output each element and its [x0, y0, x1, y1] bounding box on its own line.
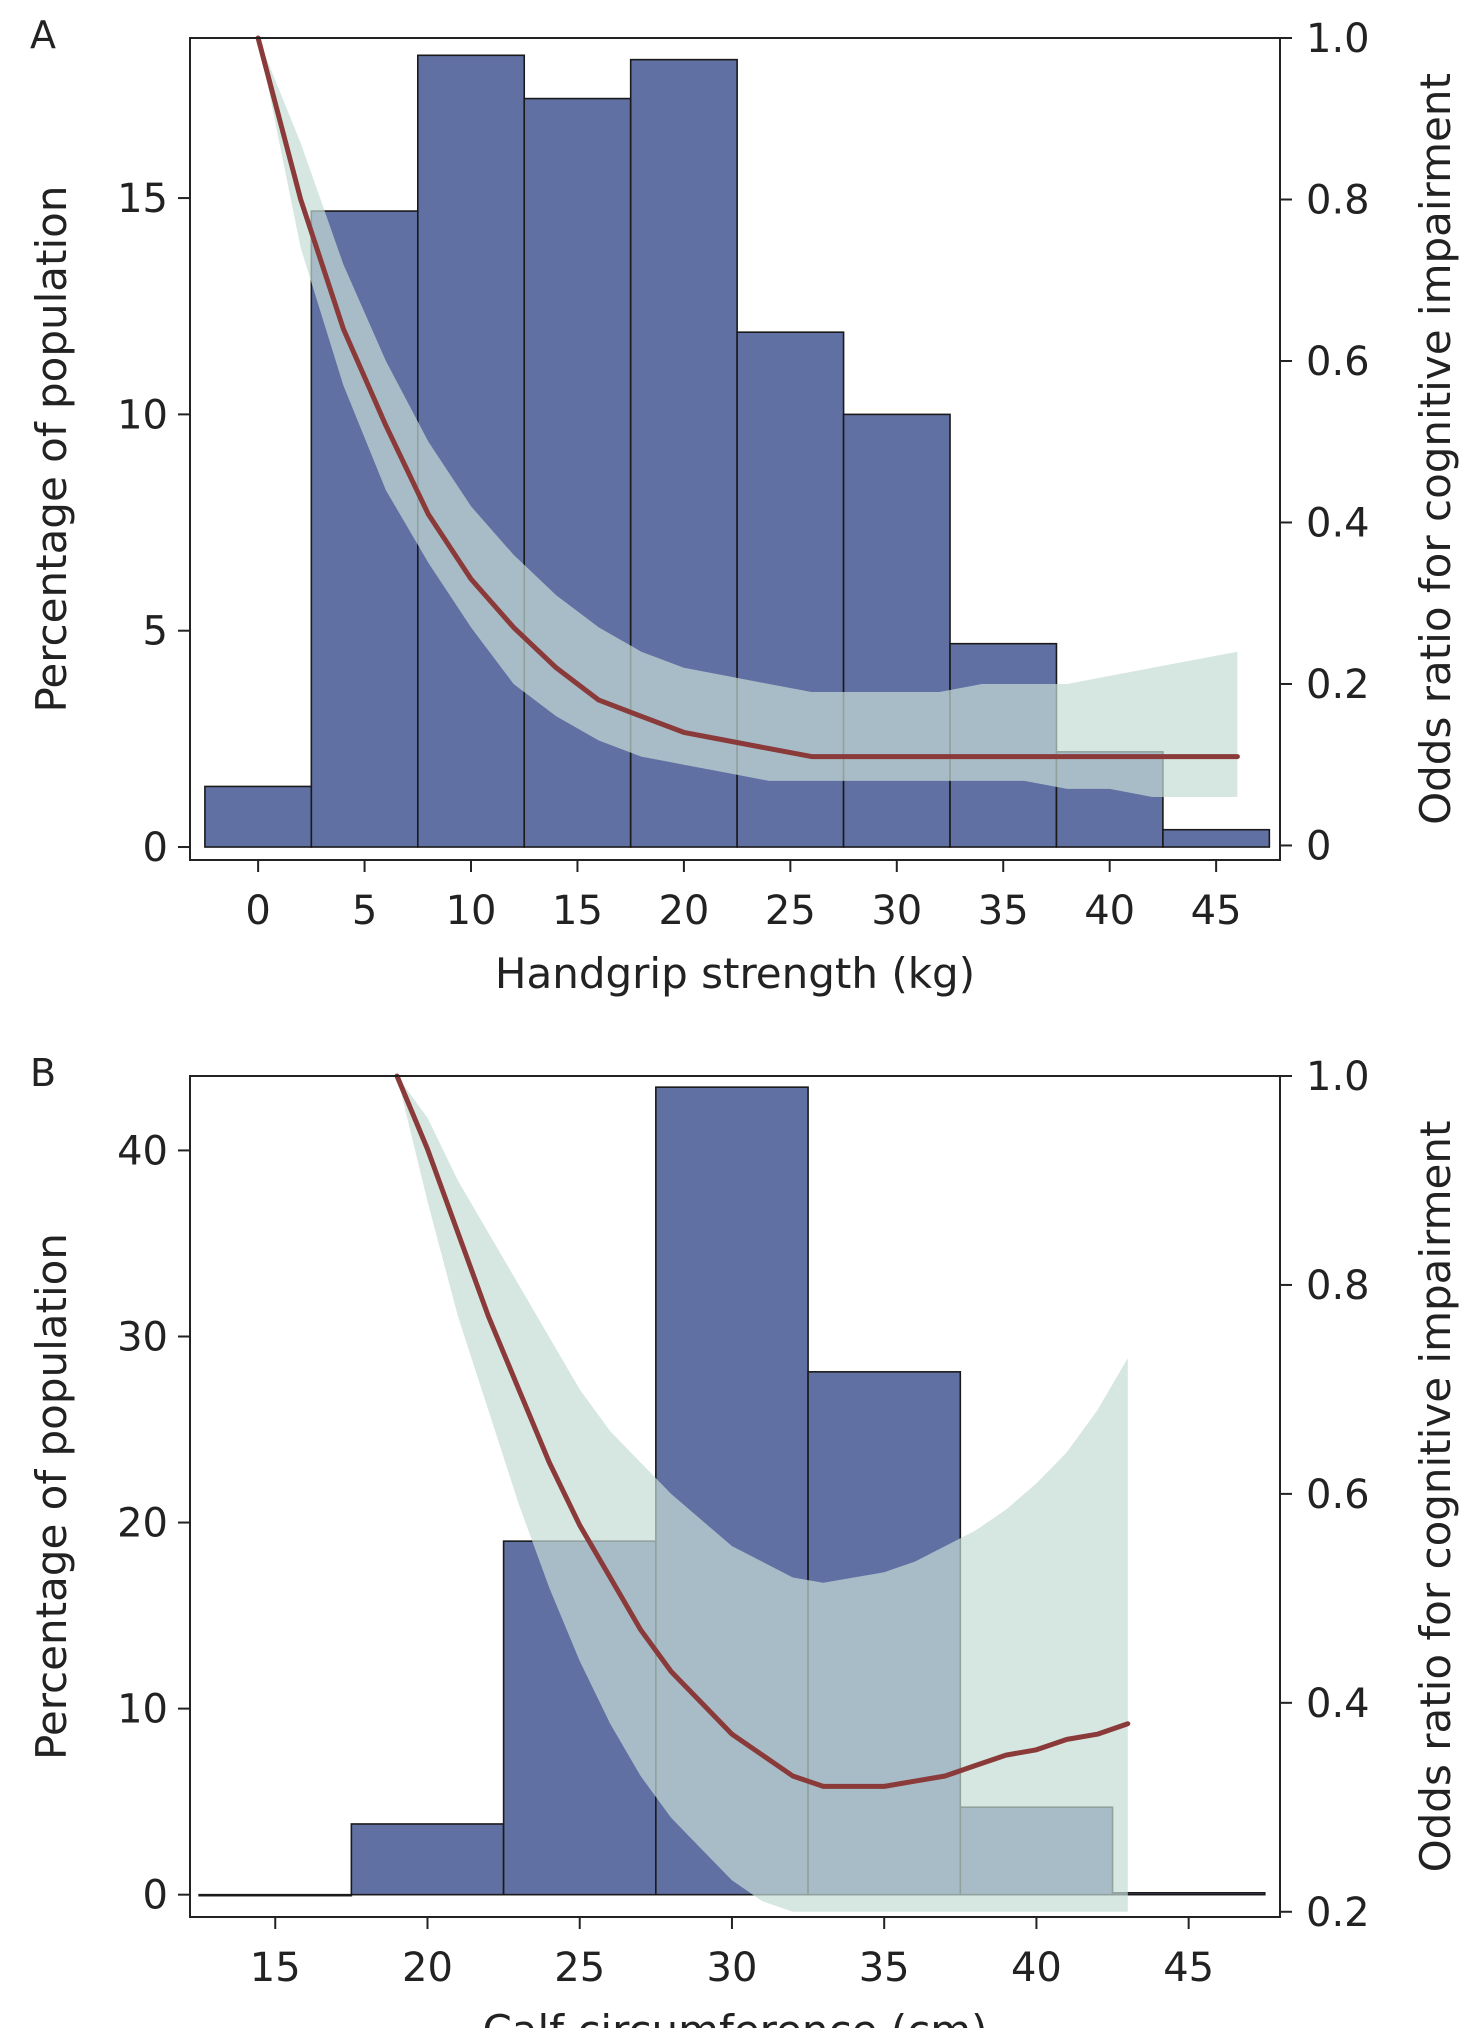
odds-ratio-curve — [394, 1073, 1131, 1789]
x-tick-label: 25 — [554, 1945, 605, 1991]
confidence-band — [258, 38, 1238, 797]
y2-tick-label: 0.8 — [1306, 1263, 1370, 1309]
panel-label: A — [30, 13, 56, 57]
x-tick-label: 0 — [245, 888, 270, 934]
odds-ratio-curve — [255, 35, 1240, 760]
x-tick-label: 45 — [1163, 1945, 1214, 1991]
x-tick-label: 20 — [658, 888, 709, 934]
x-tick-label: 40 — [1011, 1945, 1062, 1991]
x-axis-title: Handgrip strength (kg) — [495, 949, 975, 998]
panel-label: B — [30, 1051, 56, 1095]
plot-frame — [189, 1075, 1281, 1918]
y2-tick-label: 0.4 — [1306, 500, 1370, 546]
x-tick-label: 35 — [859, 1945, 910, 1991]
x-tick-label: 45 — [1191, 888, 1242, 934]
x-tick-label: 30 — [707, 1945, 758, 1991]
y-tick-label: 20 — [117, 1501, 168, 1547]
histogram-bar-9 — [1162, 828, 1271, 848]
y2-tick-label: 0.4 — [1306, 1681, 1370, 1727]
histogram-bar-1 — [350, 1823, 505, 1896]
y-tick-label: 40 — [117, 1128, 168, 1174]
y2-tick-label: 0 — [1306, 823, 1331, 869]
y-tick-label: 15 — [117, 176, 168, 222]
y-axis-title: Percentage of population — [27, 1233, 76, 1760]
x-tick-label: 15 — [250, 1945, 301, 1991]
y2-tick-label: 0.8 — [1306, 177, 1370, 223]
y2-tick-label: 0.6 — [1306, 339, 1370, 385]
confidence-band — [397, 1076, 1128, 1912]
histogram-bar-6 — [1111, 1892, 1266, 1896]
x-tick-label: 35 — [978, 888, 1029, 934]
y2-tick-label: 1.0 — [1306, 16, 1370, 62]
x-tick-label: 10 — [446, 888, 497, 934]
x-tick-label: 30 — [871, 888, 922, 934]
panel-a: 0 5 10 15 20 25 30 35 40 45 0 5 10 15 0 0.2 0.4 0.6 0.8 1.0… — [27, 13, 1460, 998]
x-tick-label: 5 — [352, 888, 377, 934]
y-tick-label: 5 — [143, 609, 168, 655]
y-tick-label: 0 — [143, 825, 168, 871]
y2-tick-label: 0.2 — [1306, 1890, 1370, 1936]
x-tick-label: 25 — [765, 888, 816, 934]
x-tick-label: 20 — [402, 1945, 453, 1991]
x-tick-label: 40 — [1084, 888, 1135, 934]
y2-tick-label: 0.6 — [1306, 1472, 1370, 1518]
y-tick-label: 10 — [117, 1687, 168, 1733]
y-tick-label: 0 — [143, 1873, 168, 1919]
y2-tick-label: 1.0 — [1306, 1054, 1370, 1100]
histogram-bar-2 — [416, 54, 526, 848]
y-tick-label: 30 — [117, 1314, 168, 1360]
y-tick-label: 10 — [117, 392, 168, 438]
plot-frame — [189, 37, 1281, 861]
histogram-bar-0 — [204, 785, 313, 848]
y2-axis-title: Odds ratio for cognitive impairment — [1411, 73, 1460, 825]
y2-tick-label: 0.2 — [1306, 662, 1370, 708]
x-axis-title: Calf circumference (cm) — [482, 2006, 987, 2028]
x-tick-label: 15 — [552, 888, 603, 934]
y-axis-title: Percentage of population — [27, 186, 76, 713]
histogram-bar-6 — [842, 413, 951, 848]
y2-axis-title: Odds ratio for cognitive impairment — [1411, 1121, 1460, 1873]
panel-b: 15 20 25 30 35 40 45 0 10 20 30 40 0.2 0.4 0.6 0.8 1.0 Ca… — [27, 1051, 1460, 2028]
histogram-bar-0 — [198, 1893, 353, 1897]
